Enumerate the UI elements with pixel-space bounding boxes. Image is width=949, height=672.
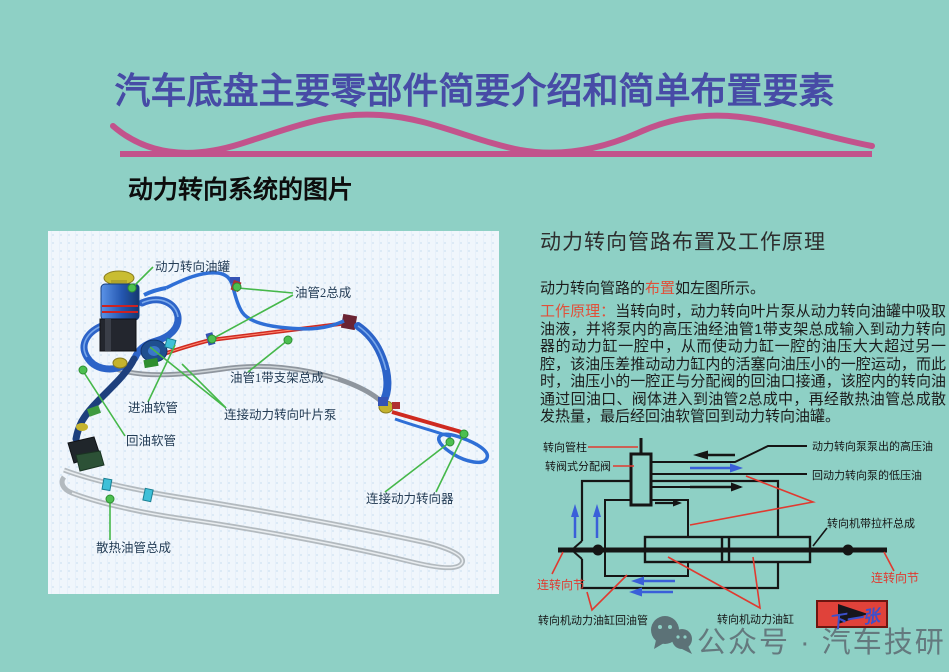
diagram-red-leaders: [551, 446, 895, 612]
housing-outline: [580, 479, 780, 590]
figure-label-connect-gear: 连接动力转向器: [366, 491, 454, 506]
ball-joint-right: [842, 544, 854, 556]
gray-pipe: [115, 363, 384, 404]
principle-paragraph: 工作原理：当转向时，动力转向叶片泵从动力转向油罐中吸取油液，并将泵内的高压油经油…: [540, 303, 946, 426]
housing-rack-notch: [573, 540, 583, 560]
section-heading: 动力转向系统的图片: [128, 176, 354, 204]
next-slide-button[interactable]: 下一张: [816, 600, 888, 633]
diagram-label-return-pipe: 转向机动力油缸回油管: [538, 613, 648, 627]
diagram-label-high-pressure: 动力转向泵泵出的高压油: [812, 439, 933, 453]
title-wave-decoration: [110, 111, 875, 157]
flow-arrows: [571, 450, 743, 597]
wave-line: [110, 111, 875, 156]
cooling-loop-pipe: [59, 467, 465, 571]
steering-schematic: 转向管柱 转阀式分配阀 动力转向泵泵出的高压油 回动力转向泵的低压油 转向机带拉…: [537, 438, 933, 627]
figure-label-inlet-hose: 进油软管: [128, 400, 178, 415]
figure-label-pipe1: 油管1带支架总成: [230, 370, 324, 385]
panel-heading: 动力转向管路布置及工作原理: [540, 231, 826, 254]
diagram-label-low-pressure: 回动力转向泵的低压油: [812, 468, 922, 482]
power-steering-figure: 动力转向油罐 油管2总成 油管1带支架总成 进油软管 回油软管 连接动力转向叶片…: [48, 231, 499, 594]
diagram-label-rotary-valve: 转阀式分配阀: [545, 459, 611, 473]
figure-label-cooling-pipe: 散热油管总成: [96, 540, 171, 555]
figure-label-reservoir: 动力转向油罐: [155, 259, 231, 274]
figure-label-connect-pump: 连接动力转向叶片泵: [224, 407, 337, 422]
figure-leader-lines: [82, 266, 465, 540]
reservoir-tank: [99, 270, 140, 352]
wechat-icon: [651, 616, 692, 654]
figure-label-pipe2: 油管2总成: [295, 285, 351, 300]
figure-anchor-dots: [78, 282, 469, 504]
intro-line: 动力转向管路的布置如左图所示。: [540, 280, 946, 298]
figure-label-return-hose: 回油软管: [126, 433, 176, 448]
watermark-text: 公众号 · 汽车技研: [697, 627, 946, 659]
intro-highlight: 布置: [645, 280, 676, 297]
rotary-valve-box: [629, 452, 653, 507]
gear-label-leader: [812, 527, 828, 547]
diagram-label-power-cylinder: 转向机动力油缸: [717, 612, 794, 626]
page-title: 汽车底盘主要零部件简要介绍和简单布置要素: [114, 70, 835, 111]
diagram-label-steering-column: 转向管柱: [543, 440, 587, 454]
play-triangle-icon: [838, 604, 868, 624]
diagram-label-gear-assembly: 转向机带拉杆总成: [827, 516, 915, 530]
principle-label: 工作原理：: [540, 303, 616, 320]
pump-and-fittings: [67, 337, 177, 472]
diagram-label-knuckle-right: 连转向节: [871, 570, 919, 585]
diagram-label-knuckle-left: 连转向节: [537, 577, 585, 592]
ball-joint-left: [592, 544, 604, 556]
intro-post: 如左图所示。: [675, 280, 766, 297]
principle-text: 当转向时，动力转向叶片泵从动力转向油罐中吸取油液，并将泵内的高压油经油管1带支架…: [540, 303, 946, 425]
intro-pre: 动力转向管路的: [540, 280, 646, 297]
